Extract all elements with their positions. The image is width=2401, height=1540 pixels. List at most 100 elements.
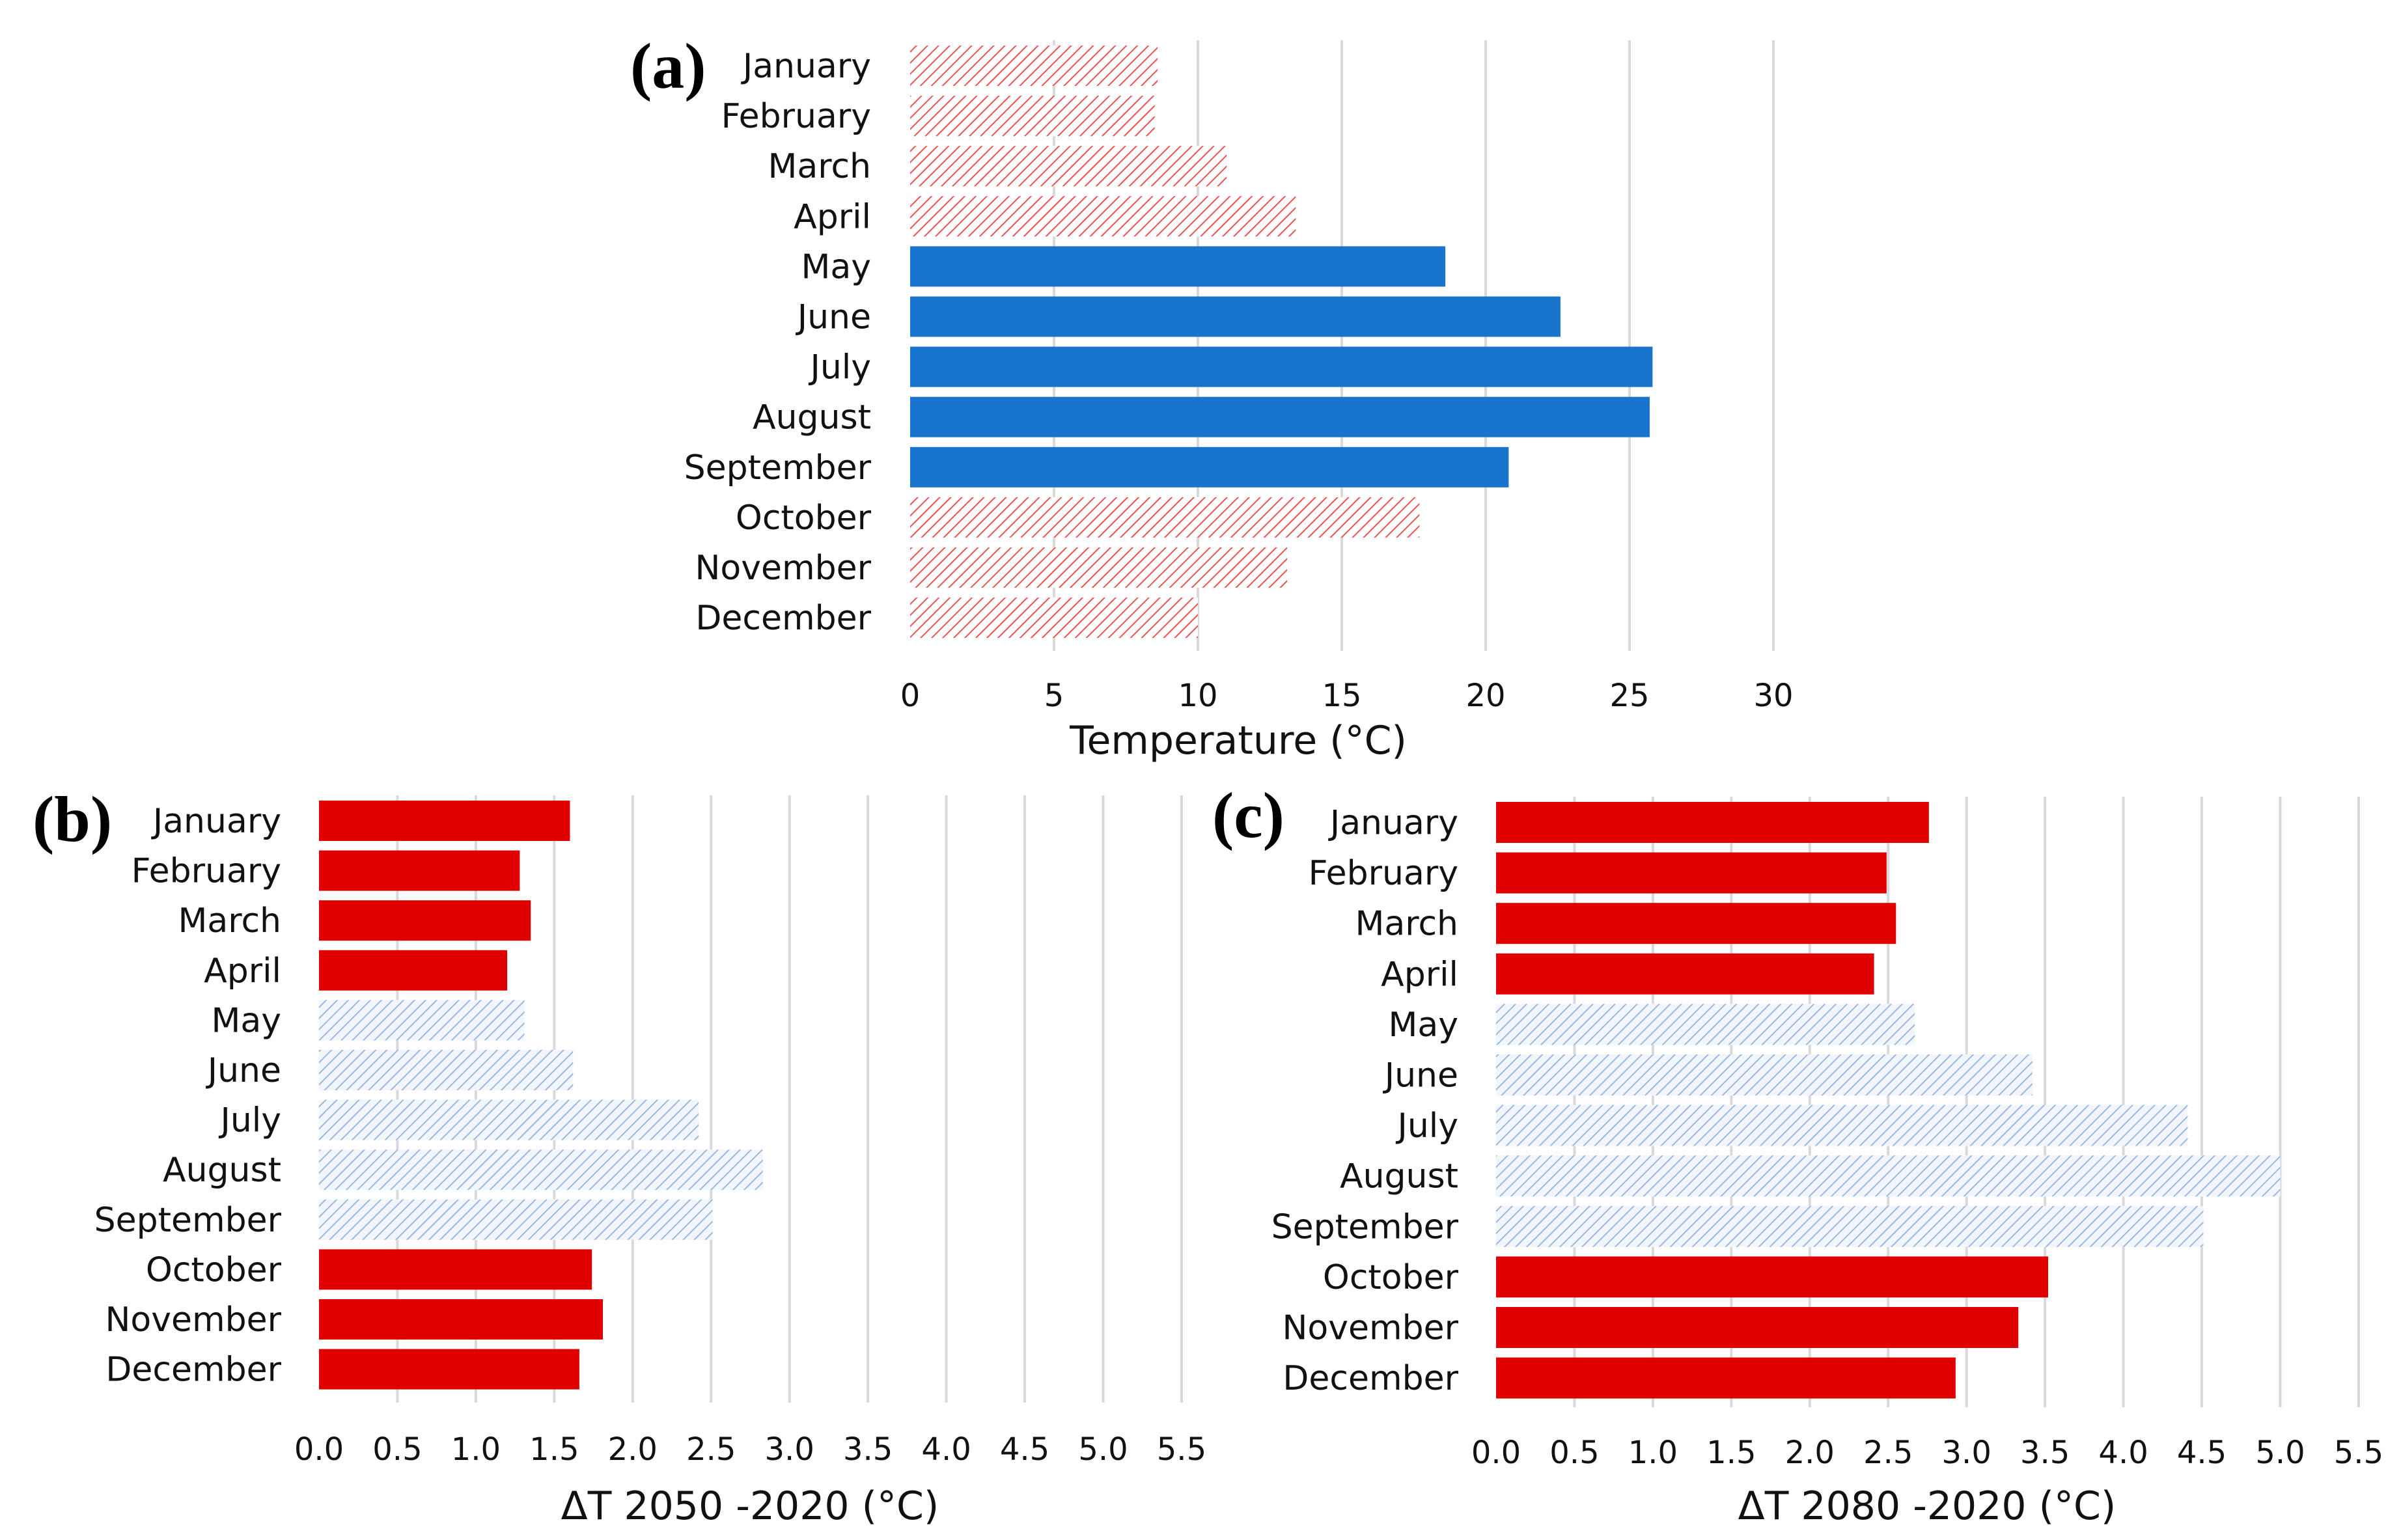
panel-b-month-label: June <box>206 1051 281 1090</box>
panel-c-x-tick-label: 1.5 <box>1706 1435 1756 1471</box>
panel-b-x-tick-label: 4.0 <box>921 1431 971 1468</box>
panel-a-bar-august <box>910 396 1650 437</box>
panel-a-bar-december <box>910 598 1198 639</box>
panel-b-month-label: October <box>146 1250 282 1289</box>
panel-c-month-label: December <box>1283 1359 1458 1398</box>
panel-b-month-label: July <box>218 1101 281 1140</box>
panel-b-bars <box>319 801 763 1390</box>
panel-c-x-tick-labels: 0.0 0.5 1.0 1.5 2.0 2.5 3.0 3.5 4.0 4.5 5.0 5.5 <box>1471 1435 2383 1471</box>
panel-c-bar-june <box>1496 1054 2033 1095</box>
panel-a-month-label: September <box>684 448 872 488</box>
panel-b-x-tick-label: 0.0 <box>294 1431 344 1468</box>
panel-a-month-label: March <box>768 147 871 186</box>
panel-b-month-label: April <box>204 952 281 991</box>
panel-c-x-tick-label: 2.0 <box>1785 1435 1835 1471</box>
panel-c-bar-february <box>1496 852 1887 894</box>
panel-b-bar-may <box>319 1000 525 1041</box>
panel-a-x-tick-label: 0 <box>900 678 921 714</box>
panel-b-x-axis-title: ΔT 2050 -2020 (°C) <box>561 1483 939 1529</box>
panel-a-x-tick-label: 15 <box>1322 678 1361 714</box>
panel-b-x-tick-label: 1.0 <box>451 1431 501 1468</box>
panel-a-bar-november <box>910 547 1288 588</box>
panel-c-bar-may <box>1496 1004 1915 1045</box>
panel-c-bar-april <box>1496 953 1874 995</box>
panel-c-x-tick-label: 4.5 <box>2177 1435 2227 1471</box>
panel-a-x-axis-title: Temperature (°C) <box>1069 718 1407 763</box>
panel-a-month-label: May <box>801 247 871 286</box>
panel-c-x-tick-label: 5.0 <box>2255 1435 2305 1471</box>
panel-b-x-tick-label: 5.5 <box>1157 1431 1206 1468</box>
panel-a-month-label: February <box>721 97 871 136</box>
panel-b-month-label: December <box>105 1351 281 1390</box>
panel-b-bar-march <box>319 900 531 941</box>
panel-b-x-tick-label: 4.5 <box>1000 1431 1049 1468</box>
panel-c-x-tick-label: 5.5 <box>2334 1435 2383 1471</box>
panel-b-month-label: September <box>94 1201 282 1240</box>
panel-c-label: (c) <box>1212 779 1284 851</box>
panel-b-bar-august <box>319 1149 763 1190</box>
panel-c-month-label: February <box>1309 854 1458 893</box>
panel-a-chart: (a) January February March April May June July… <box>630 30 1794 763</box>
panel-b-bar-february <box>319 850 520 891</box>
panel-c-bars <box>1496 802 2281 1399</box>
panel-c-chart: (c) January February March April May June July… <box>1212 779 2383 1529</box>
panel-a-bar-october <box>910 497 1420 538</box>
panel-a-x-tick-label: 5 <box>1044 678 1064 714</box>
panel-a-bar-february <box>910 96 1155 137</box>
panel-c-x-axis-title: ΔT 2080 -2020 (°C) <box>1738 1483 2116 1529</box>
panel-c-month-label: September <box>1271 1207 1459 1246</box>
panel-c-x-tick-label: 1.0 <box>1628 1435 1678 1471</box>
panel-b-x-tick-label: 2.0 <box>608 1431 658 1468</box>
panel-c-bar-december <box>1496 1357 1956 1399</box>
panel-b-label: (b) <box>33 783 112 855</box>
panel-c-month-label: July <box>1395 1107 1458 1146</box>
panel-c-bar-september <box>1496 1205 2204 1247</box>
panel-a-bar-june <box>910 296 1561 337</box>
panel-b-gridlines <box>396 795 1183 1403</box>
panel-c-x-tick-label: 3.5 <box>2020 1435 2070 1471</box>
panel-a-month-label: December <box>695 599 871 638</box>
panel-b-x-tick-label: 3.5 <box>843 1431 893 1468</box>
panel-c-month-label: January <box>1328 804 1458 843</box>
panel-c-x-tick-label: 0.5 <box>1549 1435 1599 1471</box>
panel-a-bar-september <box>910 447 1509 488</box>
panel-a-month-label: January <box>741 47 871 86</box>
panel-c-x-tick-label: 2.5 <box>1863 1435 1913 1471</box>
panel-a-x-tick-label: 10 <box>1178 678 1217 714</box>
panel-c-x-tick-label: 3.0 <box>1942 1435 1992 1471</box>
panel-a-month-label: April <box>794 197 871 236</box>
panel-c-month-label: August <box>1340 1157 1458 1196</box>
panel-b-x-tick-label: 1.5 <box>529 1431 579 1468</box>
panel-b-month-label: February <box>132 852 281 891</box>
panel-c-month-label: October <box>1323 1258 1459 1297</box>
panel-b-month-label: January <box>151 802 281 841</box>
panel-b-x-tick-label: 2.5 <box>686 1431 736 1468</box>
panel-b-bar-october <box>319 1249 592 1290</box>
panel-a-x-tick-label: 25 <box>1609 678 1649 714</box>
panel-b-bar-november <box>319 1299 604 1340</box>
panel-c-month-label: March <box>1355 905 1458 944</box>
panel-b-bar-april <box>319 950 508 991</box>
panel-c-bar-august <box>1496 1155 2281 1197</box>
panel-b-x-tick-label: 5.0 <box>1078 1431 1128 1468</box>
panel-a-bar-january <box>910 46 1158 86</box>
panel-b-month-label: August <box>163 1151 281 1190</box>
panel-c-bar-october <box>1496 1256 2048 1298</box>
panel-b-month-label: March <box>178 901 281 941</box>
panel-a-month-label: November <box>695 549 871 588</box>
panel-a-month-label: June <box>796 298 871 337</box>
panel-b-month-labels: January February March April May June July Augu… <box>94 802 282 1390</box>
panel-a-x-tick-label: 20 <box>1465 678 1505 714</box>
panel-b-month-label: November <box>105 1300 281 1340</box>
panel-c-x-tick-label: 4.0 <box>2098 1435 2148 1471</box>
panel-c-bar-january <box>1496 802 1929 843</box>
panel-b-chart: (b) January February March April May June July… <box>33 783 1206 1529</box>
panel-a-bar-july <box>910 346 1653 387</box>
panel-c-month-label: April <box>1381 955 1458 994</box>
panel-a-bar-april <box>910 196 1296 237</box>
panel-b-x-tick-labels: 0.0 0.5 1.0 1.5 2.0 2.5 3.0 3.5 4.0 4.5 5.0 5.5 <box>294 1431 1206 1468</box>
panel-c-month-label: November <box>1282 1309 1458 1348</box>
panel-b-x-tick-label: 0.5 <box>372 1431 422 1468</box>
panel-c-x-tick-label: 0.0 <box>1471 1435 1521 1471</box>
